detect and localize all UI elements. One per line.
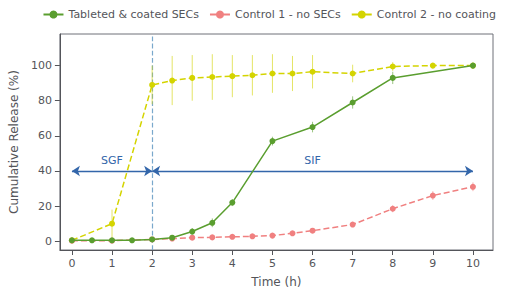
- svg-text:6: 6: [309, 257, 316, 270]
- svg-text:Time (h): Time (h): [250, 275, 301, 289]
- svg-text:10: 10: [466, 257, 480, 270]
- svg-text:60: 60: [38, 129, 52, 142]
- svg-text:9: 9: [429, 257, 436, 270]
- svg-text:20: 20: [38, 200, 52, 213]
- svg-text:0: 0: [45, 235, 52, 248]
- svg-text:Cumulative Release (%): Cumulative Release (%): [7, 70, 21, 214]
- svg-text:Control 2 - no coating: Control 2 - no coating: [377, 8, 496, 21]
- svg-text:2: 2: [149, 257, 156, 270]
- svg-text:7: 7: [349, 257, 356, 270]
- svg-text:3: 3: [189, 257, 196, 270]
- svg-text:0: 0: [68, 257, 75, 270]
- svg-text:40: 40: [38, 164, 52, 177]
- svg-text:4: 4: [229, 257, 236, 270]
- svg-text:8: 8: [389, 257, 396, 270]
- svg-text:Tableted & coated SECs: Tableted & coated SECs: [67, 8, 199, 21]
- svg-text:SGF: SGF: [101, 154, 123, 167]
- svg-text:5: 5: [269, 257, 276, 270]
- svg-text:80: 80: [38, 94, 52, 107]
- svg-text:SIF: SIF: [304, 154, 321, 167]
- svg-text:Control 1 - no SECs: Control 1 - no SECs: [235, 8, 341, 21]
- svg-text:100: 100: [31, 59, 52, 72]
- svg-text:1: 1: [109, 257, 116, 270]
